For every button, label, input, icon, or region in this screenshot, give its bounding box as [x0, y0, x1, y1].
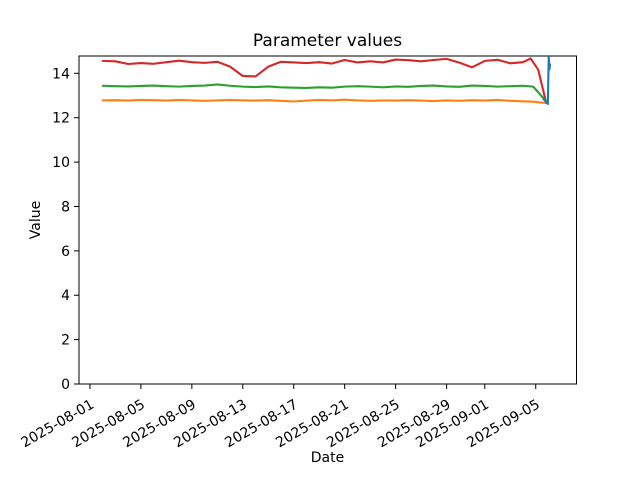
y-tick-label: 8: [61, 199, 70, 215]
x-axis-label: Date: [311, 450, 344, 466]
y-tick-label: 4: [61, 288, 70, 304]
series-layer: [101, 56, 552, 105]
y-tick-label: 12: [52, 111, 70, 127]
y-tick-label: 14: [52, 66, 70, 82]
chart-title: Parameter values: [253, 31, 402, 51]
y-tick-label: 10: [52, 155, 70, 171]
series-blue-line: [542, 56, 552, 105]
series-orange-line: [101, 98, 547, 105]
y-tick-label: 2: [61, 333, 70, 349]
series-green-line: [101, 83, 547, 103]
series-red-line: [101, 57, 547, 103]
y-tick-label: 6: [61, 244, 70, 260]
plot-area-spines: [78, 55, 577, 385]
y-axis-label: Value: [28, 201, 44, 239]
y-tick-label: 0: [61, 377, 70, 393]
